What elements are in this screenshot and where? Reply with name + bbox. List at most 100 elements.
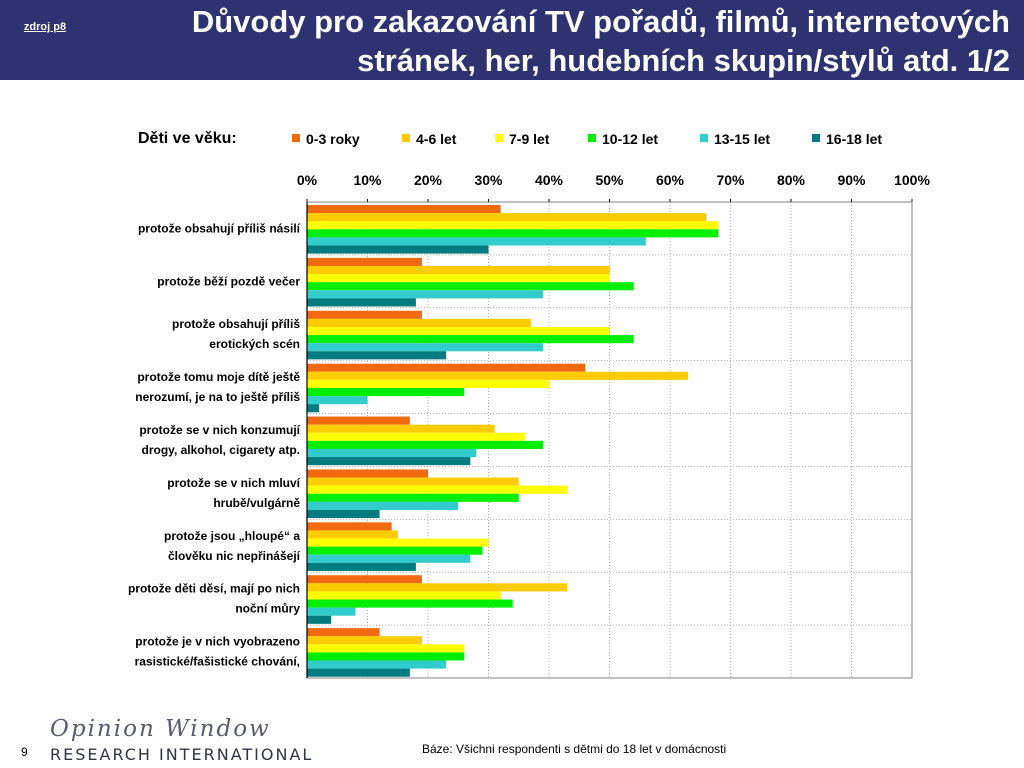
x-tick-label: 20% [414, 172, 443, 188]
bar-0-3 roky [307, 257, 422, 266]
page-number: 9 [21, 745, 28, 759]
bar-16-18 let [307, 351, 447, 360]
bar-13-15 let [307, 290, 543, 299]
x-tick-label: 90% [837, 172, 866, 188]
category-label: drogy, alkohol, cigarety atp. [142, 443, 300, 457]
bar-16-18 let [307, 668, 410, 677]
bar-0-3 roky [307, 310, 422, 319]
bar-10-12 let [307, 493, 519, 502]
logo-script-text: Opinion Window [50, 716, 271, 742]
slide-title-line-2: stránek, her, hudebních skupin/stylů atd… [357, 43, 1010, 78]
bar-10-12 let [307, 652, 465, 661]
bar-10-12 let [307, 229, 719, 238]
bar-0-3 roky [307, 628, 380, 637]
x-tick-label: 50% [595, 172, 624, 188]
bar-16-18 let [307, 245, 489, 254]
bar-chart: Děti ve věku: 0-3 roky 4-6 let 7-9 let 10-12… [128, 130, 930, 679]
bar-4-6 let [307, 424, 495, 433]
category-label: protože tomu moje dítě ještě [137, 370, 300, 384]
bar-4-6 let [307, 265, 610, 275]
base-note: Báze: Všichni respondenti s dětmi do 18 … [422, 742, 727, 756]
bar-10-12 let [307, 599, 513, 608]
bar-7-9 let [307, 591, 501, 600]
category-label: noční můry [235, 602, 300, 616]
category-label: protože jsou „hloupé“ a [164, 529, 300, 543]
legend-label-0-3 roky: 0-3 roky [306, 131, 360, 147]
bar-10-12 let [307, 440, 543, 449]
bar-13-15 let [307, 607, 356, 616]
bar-4-6 let [307, 318, 531, 327]
legend-title: Děti ve věku: [138, 130, 237, 147]
legend-swatch-4-6 let [402, 134, 410, 142]
bar-13-15 let [307, 501, 459, 510]
bar-4-6 let [307, 477, 519, 486]
bar-7-9 let [307, 432, 525, 441]
bar-7-9 let [307, 221, 719, 230]
legend-label-7-9 let: 7-9 let [509, 131, 550, 147]
bar-0-3 roky [307, 522, 392, 531]
bar-16-18 let [307, 404, 320, 413]
legend-swatch-13-15 let [700, 134, 708, 142]
title-bar: zdroj p8 Důvody pro zakazování TV pořadů… [0, 0, 1024, 80]
research-international-logo: Opinion Window RESEARCH INTERNATIONAL [50, 716, 314, 768]
category-label: protože děti děsí, mají po nich [128, 582, 300, 596]
bar-4-6 let [307, 583, 568, 592]
bar-0-3 roky [307, 205, 501, 214]
category-label: protože běží pozdě večer [157, 274, 300, 288]
category-label: protože se v nich konzumují [139, 423, 300, 437]
bar-7-9 let [307, 485, 568, 494]
legend-swatch-10-12 let [588, 134, 596, 142]
bar-10-12 let [307, 387, 465, 397]
bar-13-15 let [307, 396, 368, 405]
bar-4-6 let [307, 530, 398, 539]
x-tick-label: 30% [474, 172, 503, 188]
bar-10-12 let [307, 546, 483, 555]
bar-13-15 let [307, 554, 471, 563]
category-label: hrubě/vulgárně [213, 496, 300, 510]
bar-16-18 let [307, 509, 380, 519]
x-tick-label: 40% [535, 172, 564, 188]
source-link-text[interactable]: zdroj p8 [23, 21, 67, 33]
category-label: nerozumí, je na to ještě příliš [135, 390, 300, 404]
bar-13-15 let [307, 660, 447, 669]
bar-4-6 let [307, 636, 422, 645]
bar-7-9 let [307, 379, 549, 388]
category-label: protože se v nich mluví [167, 476, 300, 490]
x-tick-label: 80% [777, 172, 806, 188]
bar-7-9 let [307, 274, 610, 283]
bar-0-3 roky [307, 416, 410, 425]
bar-4-6 let [307, 371, 689, 380]
category-label: protože je v nich vyobrazeno [135, 635, 300, 649]
bar-0-3 roky [307, 469, 428, 478]
category-label: člověku nic nepřinášejí [168, 549, 301, 563]
x-tick-label: 100% [894, 172, 930, 188]
bar-16-18 let [307, 298, 416, 307]
legend-swatch-0-3 roky [292, 134, 300, 142]
bar-16-18 let [307, 562, 416, 571]
source-link[interactable]: zdroj p8 [22, 20, 68, 35]
bar-13-15 let [307, 237, 646, 246]
bar-7-9 let [307, 326, 610, 336]
slide-title-line-1: Důvody pro zakazování TV pořadů, filmů, … [191, 4, 1010, 39]
bar-10-12 let [307, 282, 634, 291]
legend-label-4-6 let: 4-6 let [416, 131, 457, 147]
legend-label-16-18 let: 16-18 let [826, 131, 882, 147]
bar-13-15 let [307, 448, 477, 458]
x-tick-label: 70% [716, 172, 745, 188]
legend-swatch-16-18 let [812, 134, 820, 142]
category-label: protože obsahují příliš násilí [138, 221, 301, 235]
bar-4-6 let [307, 213, 707, 222]
x-tick-label: 10% [353, 172, 382, 188]
bar-0-3 roky [307, 575, 422, 584]
bar-16-18 let [307, 457, 471, 466]
category-label: erotických scén [209, 337, 300, 351]
legend-swatch-7-9 let [495, 134, 503, 142]
x-tick-label: 60% [656, 172, 685, 188]
bar-16-18 let [307, 615, 332, 624]
bar-7-9 let [307, 644, 465, 653]
x-tick-label: 0% [297, 172, 318, 188]
legend-label-13-15 let: 13-15 let [714, 131, 770, 147]
logo-brand-text: RESEARCH INTERNATIONAL [50, 745, 314, 764]
slide-title: Důvody pro zakazování TV pořadů, filmů, … [110, 2, 1010, 80]
bar-10-12 let [307, 335, 634, 344]
